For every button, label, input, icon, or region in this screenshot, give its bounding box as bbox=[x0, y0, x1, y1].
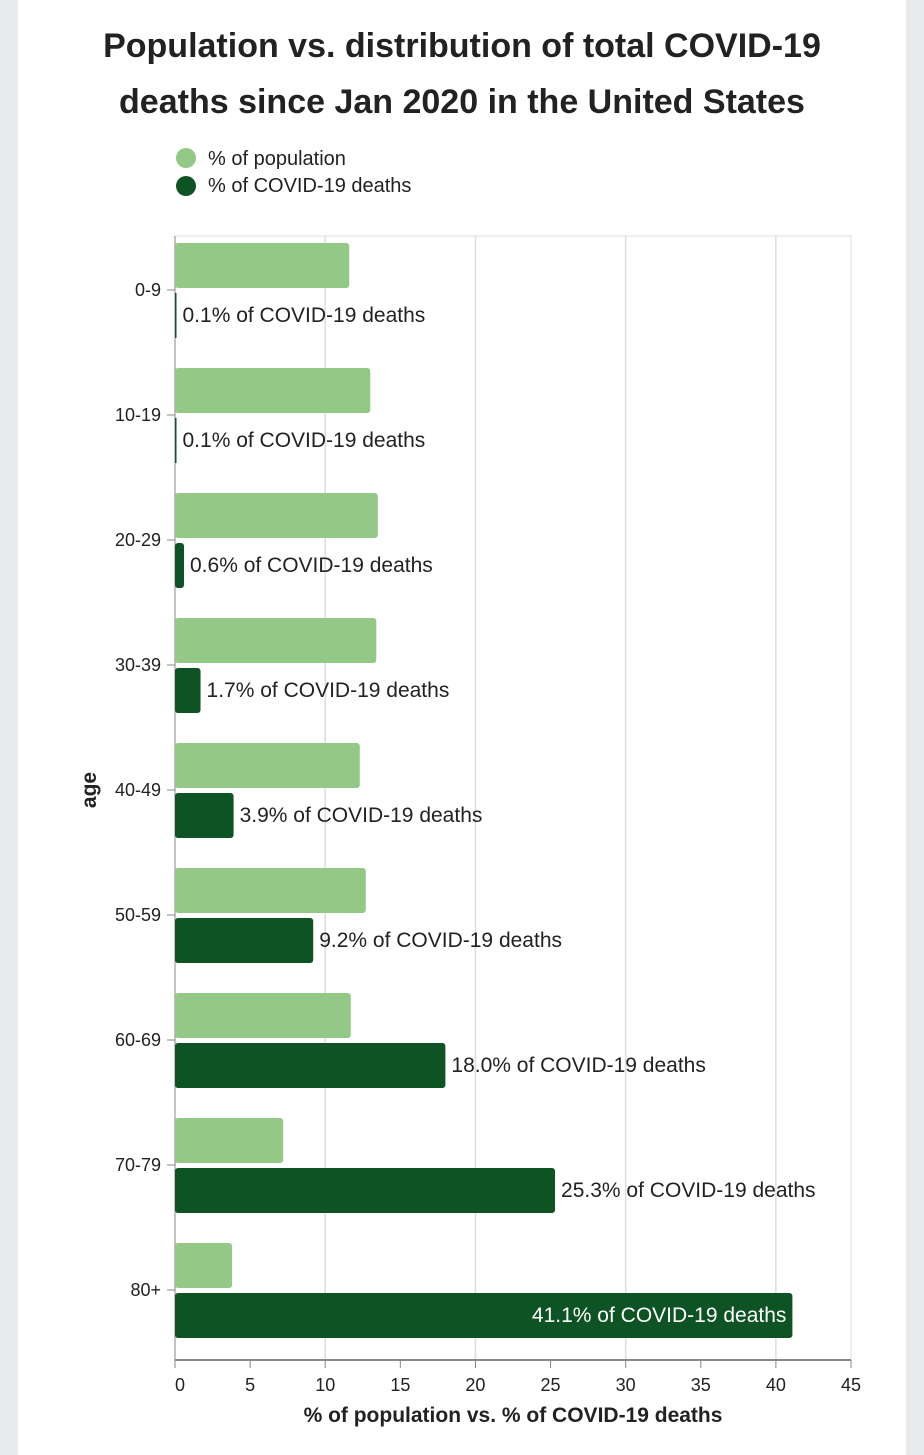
deaths-data-label: 1.7% of COVID-19 deaths bbox=[207, 679, 450, 702]
x-tick-label: 15 bbox=[390, 1375, 410, 1395]
chart-title-line-2: deaths since Jan 2020 in the United Stat… bbox=[119, 83, 805, 121]
x-tick-label: 0 bbox=[175, 1375, 185, 1395]
y-tick-label: 60-69 bbox=[115, 1030, 161, 1050]
population-bar bbox=[175, 1243, 233, 1288]
y-tick-label: 80+ bbox=[130, 1280, 161, 1300]
deaths-data-label: 0.1% of COVID-19 deaths bbox=[183, 304, 426, 327]
deaths-data-label: 3.9% of COVID-19 deaths bbox=[240, 804, 483, 827]
deaths-bar bbox=[175, 293, 177, 338]
legend-deaths-swatch bbox=[176, 176, 196, 196]
population-bar bbox=[175, 368, 371, 413]
y-tick-label: 70-79 bbox=[115, 1155, 161, 1175]
y-tick-label: 10-19 bbox=[115, 405, 161, 425]
deaths-data-label: 41.1% of COVID-19 deaths bbox=[532, 1304, 786, 1327]
deaths-data-label: 9.2% of COVID-19 deaths bbox=[319, 929, 562, 952]
y-tick-label: 0-9 bbox=[135, 280, 161, 300]
population-bar bbox=[175, 493, 378, 538]
population-bar bbox=[175, 868, 366, 913]
population-bar bbox=[175, 243, 350, 288]
y-tick-label: 30-39 bbox=[115, 655, 161, 675]
x-tick-label: 10 bbox=[315, 1375, 335, 1395]
deaths-data-label: 0.6% of COVID-19 deaths bbox=[190, 554, 433, 577]
x-axis-title: % of population vs. % of COVID-19 deaths bbox=[304, 1404, 723, 1427]
deaths-bar bbox=[175, 793, 234, 838]
x-tick-label: 45 bbox=[841, 1375, 861, 1395]
y-tick-label: 40-49 bbox=[115, 780, 161, 800]
y-tick-label: 50-59 bbox=[115, 905, 161, 925]
deaths-data-label: 18.0% of COVID-19 deaths bbox=[451, 1054, 705, 1077]
x-tick-label: 25 bbox=[541, 1375, 561, 1395]
deaths-bar bbox=[175, 1168, 556, 1213]
x-tick-label: 40 bbox=[766, 1375, 786, 1395]
legend-population-swatch bbox=[176, 148, 196, 168]
population-bar bbox=[175, 1118, 284, 1163]
deaths-data-label: 25.3% of COVID-19 deaths bbox=[561, 1179, 815, 1202]
deaths-bar bbox=[175, 1293, 793, 1338]
legend-population-label: % of population bbox=[208, 148, 346, 170]
legend-deaths-label: % of COVID-19 deaths bbox=[208, 175, 411, 197]
x-tick-label: 5 bbox=[245, 1375, 255, 1395]
population-bar bbox=[175, 993, 351, 1038]
deaths-bar bbox=[175, 1043, 446, 1088]
deaths-bar bbox=[175, 418, 177, 463]
x-tick-label: 30 bbox=[616, 1375, 636, 1395]
x-tick-label: 35 bbox=[691, 1375, 711, 1395]
deaths-bar bbox=[175, 668, 201, 713]
deaths-bar bbox=[175, 918, 314, 963]
population-bar bbox=[175, 743, 360, 788]
y-axis-title: age bbox=[78, 772, 101, 808]
x-tick-label: 20 bbox=[465, 1375, 485, 1395]
y-tick-label: 20-29 bbox=[115, 530, 161, 550]
deaths-bar bbox=[175, 543, 185, 588]
population-bar bbox=[175, 618, 377, 663]
deaths-data-label: 0.1% of COVID-19 deaths bbox=[183, 429, 426, 452]
chart-title-line-1: Population vs. distribution of total COV… bbox=[103, 27, 821, 65]
